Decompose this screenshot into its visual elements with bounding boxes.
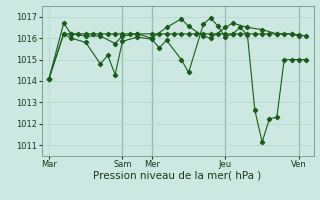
X-axis label: Pression niveau de la mer( hPa ): Pression niveau de la mer( hPa ) <box>93 171 262 181</box>
